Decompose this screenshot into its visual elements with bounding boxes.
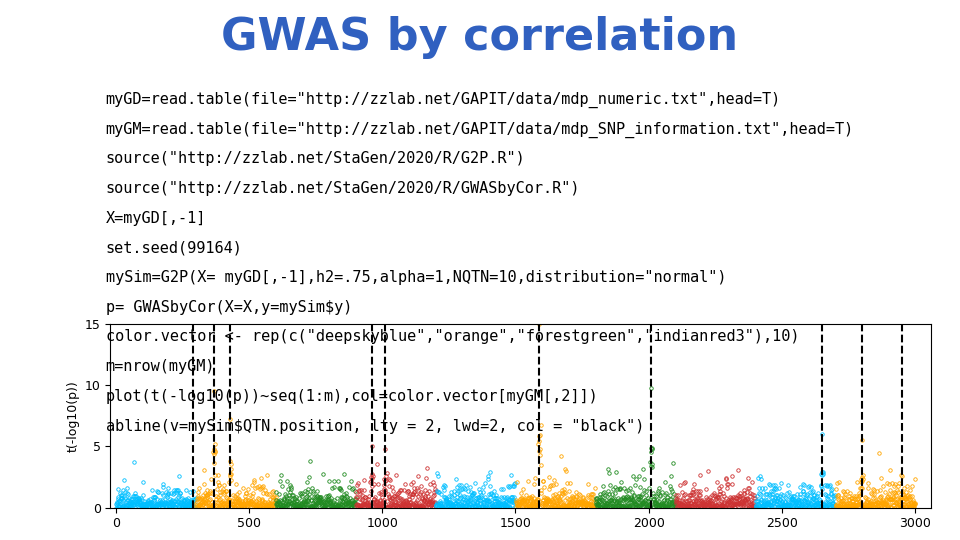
Text: plot(t(-log10(p))~seq(1:m),col=color.vector[myGM[,2]]): plot(t(-log10(p))~seq(1:m),col=color.vec… — [106, 389, 598, 404]
Text: m=nrow(myGM): m=nrow(myGM) — [106, 359, 215, 374]
Text: set.seed(99164): set.seed(99164) — [106, 240, 243, 255]
Text: X=myGD[,-1]: X=myGD[,-1] — [106, 211, 206, 226]
Text: mySim=G2P(X= myGD[,-1],h2=.75,alpha=1,NQTN=10,distribution="normal"): mySim=G2P(X= myGD[,-1],h2=.75,alpha=1,NQ… — [106, 270, 726, 285]
Text: color.vector <- rep(c("deepskyblue","orange","forestgreen","indianred3"),10): color.vector <- rep(c("deepskyblue","ora… — [106, 329, 799, 345]
Y-axis label: t(-log10(p)): t(-log10(p)) — [66, 380, 80, 451]
Text: myGM=read.table(file="http://zzlab.net/GAPIT/data/mdp_SNP_information.txt",head=: myGM=read.table(file="http://zzlab.net/G… — [106, 122, 853, 138]
Text: myGD=read.table(file="http://zzlab.net/GAPIT/data/mdp_numeric.txt",head=T): myGD=read.table(file="http://zzlab.net/G… — [106, 92, 780, 108]
Text: source("http://zzlab.net/StaGen/2020/R/GWASbyCor.R"): source("http://zzlab.net/StaGen/2020/R/G… — [106, 181, 580, 196]
Text: p= GWASbyCor(X=X,y=mySim$y): p= GWASbyCor(X=X,y=mySim$y) — [106, 300, 352, 315]
Text: abline(v=mySim$QTN.position, lty = 2, lwd=2, col = "black"): abline(v=mySim$QTN.position, lty = 2, lw… — [106, 418, 644, 434]
Text: source("http://zzlab.net/StaGen/2020/R/G2P.R"): source("http://zzlab.net/StaGen/2020/R/G… — [106, 151, 525, 166]
Text: GWAS by correlation: GWAS by correlation — [222, 16, 738, 59]
